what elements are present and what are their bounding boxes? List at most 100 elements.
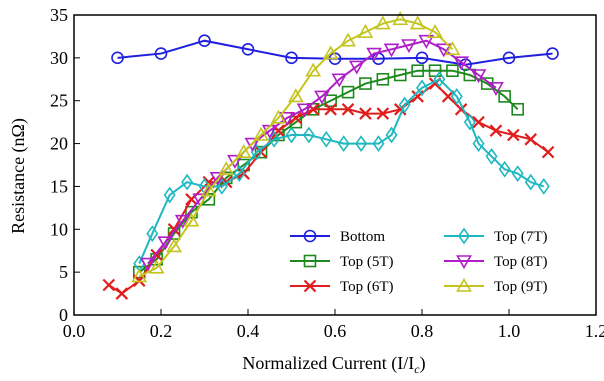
data-point xyxy=(131,268,148,283)
data-point xyxy=(376,72,390,86)
x-axis-label-main: Normalized Current (I/I xyxy=(242,353,414,374)
data-point xyxy=(411,64,424,78)
data-point xyxy=(341,85,355,99)
data-point xyxy=(359,107,372,120)
data-point xyxy=(524,173,537,191)
data-point xyxy=(485,148,498,165)
data-point xyxy=(111,51,124,65)
x-axis-label-subscript: c xyxy=(414,362,420,376)
y-tick-label: 5 xyxy=(59,262,68,282)
legend-item-bottom: Bottom xyxy=(290,229,385,245)
legend-label: Top (6T) xyxy=(340,279,394,295)
legend: Bottom Top (5T) Top (6T) Top (7T) Top (8T) To… xyxy=(290,227,548,295)
axis-ticks: 0.0 0.2 0.4 0.6 0.8 1.0 1.2 0 5 10 15 20 25 30 35 xyxy=(50,5,604,341)
data-point xyxy=(470,69,487,84)
data-point xyxy=(287,88,304,103)
y-tick-label: 10 xyxy=(50,219,68,239)
data-point xyxy=(524,133,538,146)
data-point xyxy=(115,287,129,300)
series-line xyxy=(138,18,454,278)
data-point xyxy=(157,236,174,251)
y-axis-label: Resistance (nΩ) xyxy=(8,118,29,234)
data-point xyxy=(235,144,252,158)
data-point xyxy=(244,137,261,152)
legend-marker xyxy=(303,254,317,268)
legend-label: Top (7T) xyxy=(494,229,548,245)
legend-item-top-8t: Top (8T) xyxy=(444,254,548,270)
data-point xyxy=(446,64,459,78)
x-tick-label: 1.0 xyxy=(498,321,521,341)
x-tick-label: 1.2 xyxy=(585,321,604,341)
data-point xyxy=(418,34,435,49)
data-point xyxy=(433,70,446,88)
data-point xyxy=(209,172,226,186)
data-point xyxy=(337,135,350,152)
data-point xyxy=(415,51,429,65)
data-point xyxy=(398,96,411,114)
data-point xyxy=(511,102,525,116)
data-point xyxy=(366,47,383,62)
data-point xyxy=(140,257,156,272)
data-point xyxy=(502,51,516,65)
y-tick-label: 35 xyxy=(50,5,68,25)
data-point xyxy=(218,161,235,176)
x-tick-label: 0.0 xyxy=(63,321,86,341)
data-point xyxy=(102,278,116,292)
data-point xyxy=(340,32,356,47)
data-point xyxy=(227,154,243,169)
x-tick-label: 0.2 xyxy=(150,321,173,341)
data-point xyxy=(154,47,168,60)
legend-marker xyxy=(458,227,470,245)
data-point xyxy=(537,178,550,195)
legend-item-top-5t: Top (5T) xyxy=(290,254,394,270)
data-point xyxy=(237,158,250,172)
data-point xyxy=(185,193,198,206)
data-point xyxy=(416,79,428,97)
legend-item-top-7t: Top (7T) xyxy=(444,227,548,245)
data-point xyxy=(233,165,246,182)
x-axis-label: Normalized Current (I/Ic) xyxy=(242,353,425,376)
data-point xyxy=(355,135,368,152)
data-point xyxy=(302,126,315,144)
data-point xyxy=(322,45,339,60)
legend-item-top-9t: Top (9T) xyxy=(444,277,548,295)
legend-marker xyxy=(303,229,317,243)
data-point xyxy=(296,103,313,118)
data-point xyxy=(348,60,365,75)
x-tick-label: 0.4 xyxy=(237,321,260,341)
y-tick-label: 20 xyxy=(50,134,68,154)
data-point xyxy=(372,135,385,152)
data-point xyxy=(427,24,443,38)
data-point xyxy=(409,15,426,30)
data-point xyxy=(163,186,176,204)
data-point xyxy=(463,113,476,131)
legend-label: Top (9T) xyxy=(494,279,548,295)
data-point xyxy=(148,259,165,274)
data-point xyxy=(359,77,372,90)
x-tick-label: 0.8 xyxy=(411,321,434,341)
data-point xyxy=(174,214,191,229)
data-point xyxy=(385,126,398,144)
data-point xyxy=(320,130,333,148)
data-series xyxy=(102,11,559,300)
series-line xyxy=(138,69,519,273)
data-point xyxy=(200,182,217,197)
data-point xyxy=(253,126,269,141)
data-point xyxy=(285,51,298,65)
data-point xyxy=(498,90,511,103)
legend-marker xyxy=(456,277,472,292)
data-point xyxy=(489,124,503,137)
series-top-9t xyxy=(131,11,461,283)
data-point xyxy=(241,42,255,56)
data-point xyxy=(444,41,461,56)
y-axis-label-group: Resistance (nΩ) xyxy=(8,118,29,234)
x-axis-label-close: ) xyxy=(420,353,426,374)
y-tick-label: 15 xyxy=(50,176,68,196)
data-point xyxy=(511,165,524,182)
data-point xyxy=(401,39,417,54)
data-point xyxy=(285,126,298,144)
data-point xyxy=(181,173,194,191)
series-line xyxy=(108,82,549,295)
data-point xyxy=(498,160,511,178)
